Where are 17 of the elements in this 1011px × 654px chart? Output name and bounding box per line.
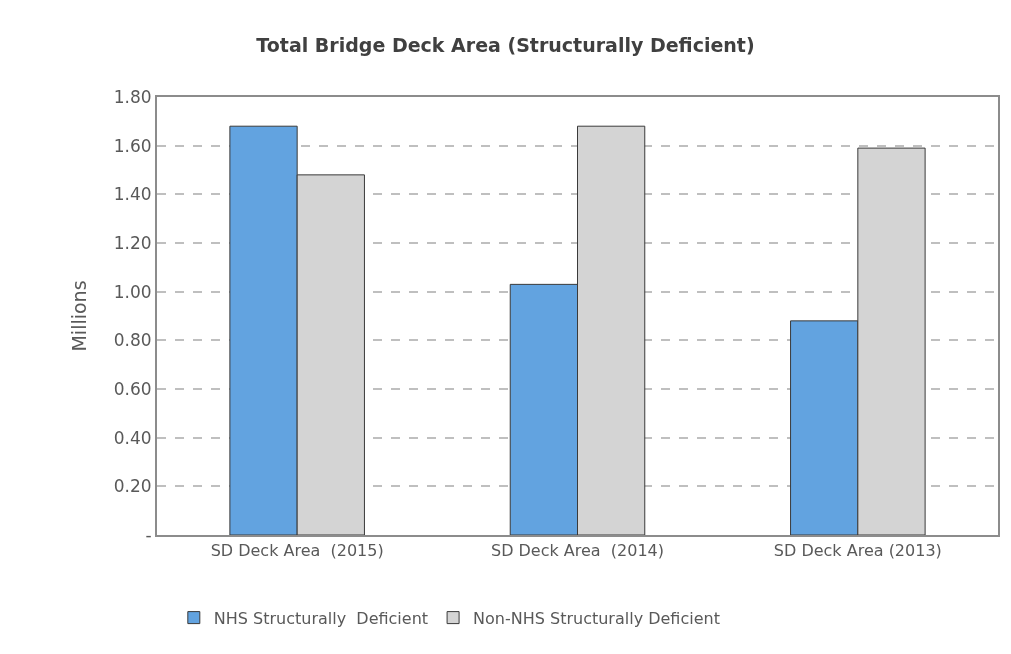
y-tick-label: 1.00: [113, 281, 152, 302]
y-tick-label: 1.60: [113, 135, 152, 156]
y-tick-label: 1.20: [113, 232, 152, 253]
x-tick-label: SD Deck Area (2013): [773, 541, 942, 561]
x-tick-label: SD Deck Area (2014): [490, 541, 665, 561]
y-tick-label: 1.80: [113, 86, 152, 107]
y-tick-label: 0.40: [113, 427, 152, 448]
y-tick-label: 0.60: [113, 378, 152, 399]
legend-label: Non-NHS Structurally Deficient: [473, 608, 720, 628]
y-tick-label: -: [145, 524, 152, 545]
y-tick-label: 0.80: [113, 330, 152, 351]
chart-title: Total Bridge Deck Area (Structurally Deficient): [256, 34, 755, 57]
legend-label: NHS Structurally Deficient: [213, 608, 429, 628]
y-axis-title: Millions: [68, 280, 91, 352]
y-tick-label: 0.20: [113, 476, 152, 497]
y-tick-label: 1.40: [113, 184, 152, 205]
x-tick-label: SD Deck Area (2015): [210, 541, 384, 561]
